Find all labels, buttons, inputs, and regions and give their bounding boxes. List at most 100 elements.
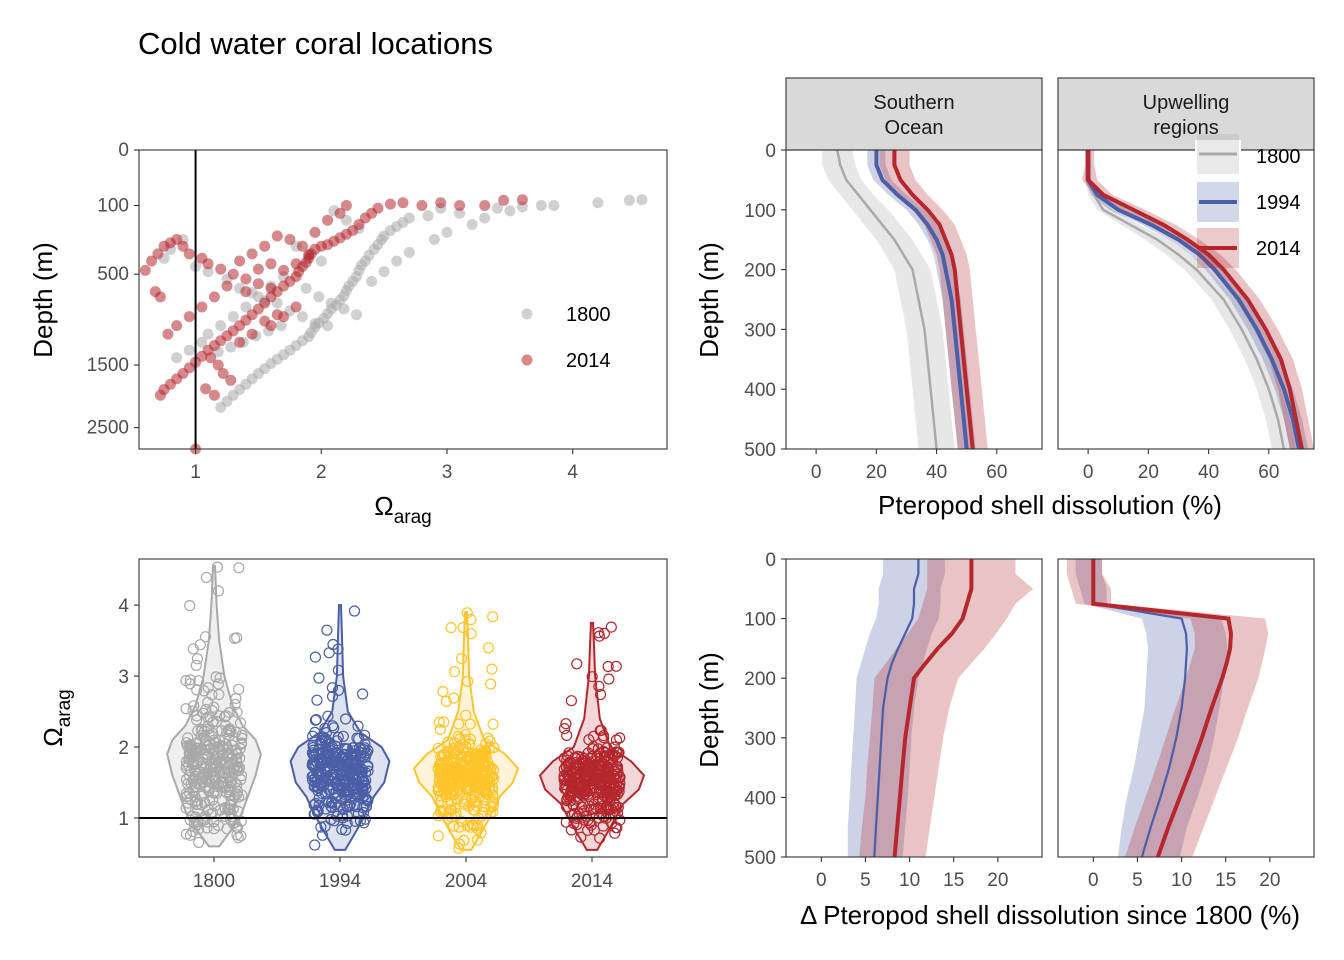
point-1994 xyxy=(362,765,374,777)
line-1994 xyxy=(873,559,920,857)
point-2014 xyxy=(454,200,466,211)
point-2014 xyxy=(435,197,447,209)
point-2014 xyxy=(610,779,623,791)
x-tick-label: 0 xyxy=(816,870,827,891)
point-2014 xyxy=(284,234,296,245)
point-1800 xyxy=(180,802,192,814)
point-2014 xyxy=(296,240,308,252)
point-1994 xyxy=(337,759,349,771)
panelA-y-axis-label: Depth (m) xyxy=(28,242,58,358)
point-1800 xyxy=(207,794,219,806)
point-1800 xyxy=(240,301,252,313)
ribbon-1800 xyxy=(1085,150,1296,449)
point-2004 xyxy=(465,613,477,626)
scatter-panel: Depth (m) 0 100 500 1500 2500 1 2 3 4 Ωarag 180… xyxy=(28,140,668,528)
point-1800 xyxy=(225,725,237,737)
point-1994 xyxy=(352,720,364,732)
point-1800 xyxy=(229,632,241,645)
dissolution-panel: Southern Ocean Upwelling regions Depth (… xyxy=(694,77,1315,520)
point-2004 xyxy=(468,757,480,769)
point-2014 xyxy=(271,230,283,242)
point-2014 xyxy=(208,389,220,401)
point-1994 xyxy=(359,742,371,754)
point-1800 xyxy=(189,796,201,808)
point-1800 xyxy=(192,815,204,828)
ribbon-1994 xyxy=(1085,150,1308,449)
point-1800 xyxy=(209,786,221,798)
ribbon-1800 xyxy=(822,150,955,449)
point-2014 xyxy=(246,328,258,340)
svg-text:Depth (m): Depth (m) xyxy=(28,242,58,358)
point-1800 xyxy=(190,659,202,672)
point-2014 xyxy=(152,248,164,260)
y-tick-label: 500 xyxy=(744,440,776,461)
point-2014 xyxy=(560,760,572,772)
point-2014 xyxy=(610,734,623,746)
point-2014 xyxy=(215,263,227,275)
point-1994 xyxy=(319,820,331,833)
point-1800 xyxy=(535,200,547,211)
point-1994 xyxy=(351,732,363,744)
point-2004 xyxy=(460,709,472,721)
point-1800 xyxy=(199,631,212,643)
ribbon-1994 xyxy=(1075,559,1228,857)
point-2014 xyxy=(225,374,237,386)
strip-upwelling-regions xyxy=(1057,77,1315,151)
strip-label-southern: Southern xyxy=(873,92,954,114)
point-2004 xyxy=(457,621,469,634)
point-1994 xyxy=(339,742,351,754)
y-tick-label: 100 xyxy=(744,201,776,222)
point-1800 xyxy=(230,692,242,705)
point-1800 xyxy=(636,194,648,206)
point-1994 xyxy=(348,742,360,754)
point-2014 xyxy=(565,695,578,707)
point-1800 xyxy=(366,275,378,287)
point-1800 xyxy=(214,804,226,816)
point-1800 xyxy=(197,707,209,719)
point-2004 xyxy=(465,628,477,640)
y-tick-label: 400 xyxy=(744,380,776,401)
point-1800 xyxy=(378,266,390,278)
point-1800 xyxy=(231,829,243,841)
point-1994 xyxy=(350,788,362,800)
point-1800 xyxy=(200,774,212,786)
point-2004 xyxy=(453,842,465,854)
point-1800 xyxy=(441,226,453,238)
point-1800 xyxy=(199,810,211,822)
point-2004 xyxy=(482,642,495,654)
point-1800 xyxy=(592,197,604,209)
point-2014 xyxy=(612,768,624,780)
line-2014 xyxy=(892,559,974,857)
point-1994 xyxy=(329,754,341,766)
point-1994 xyxy=(341,800,353,812)
x-tick-label: 15 xyxy=(943,870,964,891)
point-2014 xyxy=(576,751,588,763)
point-1800 xyxy=(203,785,215,797)
facet-0 xyxy=(847,559,1034,857)
point-1994 xyxy=(323,647,335,659)
panelB-x-axis-label: Pteropod shell dissolution (%) xyxy=(878,490,1222,520)
panelC-y-tick-label: 1 xyxy=(118,809,129,830)
line-2014 xyxy=(1086,150,1304,449)
point-1800 xyxy=(189,821,201,833)
point-2014 xyxy=(567,798,579,811)
point-1800 xyxy=(422,210,434,222)
point-1800 xyxy=(217,748,229,761)
point-2004 xyxy=(446,773,458,785)
point-1994 xyxy=(326,801,338,814)
point-1994 xyxy=(309,714,322,726)
point-1994 xyxy=(354,815,366,827)
point-2014 xyxy=(397,197,409,209)
point-2004 xyxy=(452,776,464,789)
point-1994 xyxy=(340,824,352,836)
violin-panel: Ωarag 1 2 3 4 1800 1994 2004 2014 xyxy=(38,558,668,892)
point-2014 xyxy=(322,214,334,226)
point-1994 xyxy=(326,682,338,694)
point-2014 xyxy=(516,194,528,206)
x-tick-label: 20 xyxy=(987,870,1008,891)
point-1994 xyxy=(325,800,337,812)
point-1994 xyxy=(337,810,349,822)
panelA-x-tick-label: 1 xyxy=(190,462,201,483)
panelD-x-ticks: 0 5 10 15 20 0 5 10 15 20 xyxy=(816,857,1280,891)
legend-label-1800: 1800 xyxy=(1256,146,1301,168)
